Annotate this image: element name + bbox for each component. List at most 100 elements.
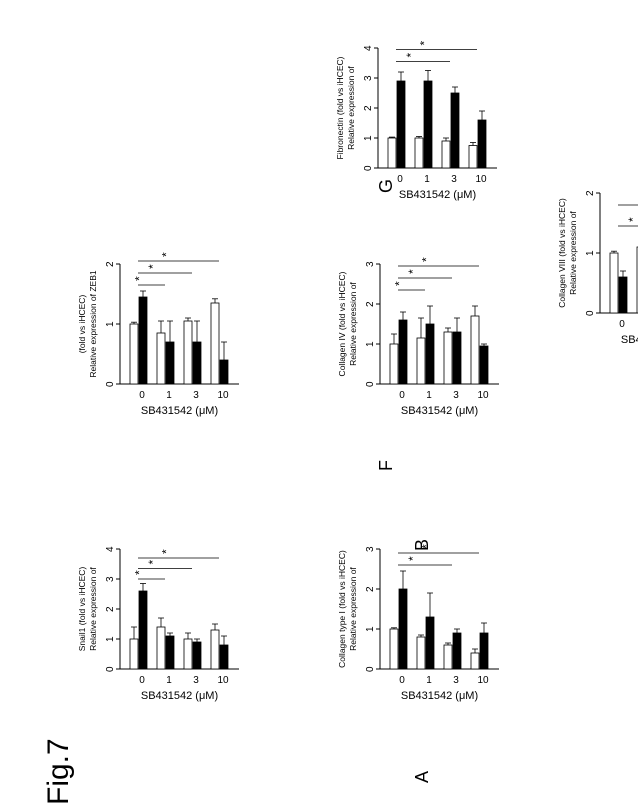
value-tick-label: 1	[105, 636, 116, 642]
y-axis-title: Relative expression of ZEB1	[88, 270, 98, 378]
y-axis-title: Relative expression of	[568, 211, 578, 295]
bar-treated	[139, 591, 147, 669]
significance-star: *	[418, 41, 432, 46]
panel-letter: A	[412, 771, 432, 783]
x-axis-title: SB431542 (μM)	[401, 690, 478, 702]
bar-control	[442, 141, 450, 168]
bar-control	[444, 332, 452, 384]
value-tick-label: 2	[363, 105, 374, 111]
value-tick-label: 0	[363, 165, 374, 171]
bar-treated	[220, 645, 228, 669]
panel-letter: G	[376, 179, 396, 193]
value-tick-label: 4	[363, 45, 374, 51]
category-tick-label: 3	[193, 390, 199, 401]
significance-star: *	[406, 269, 420, 274]
panel-g: G0123401310SB431542 (μM)Relative express…	[335, 41, 497, 202]
panel-d: D012301310SB431542 (μM)Relative expressi…	[337, 544, 638, 783]
bar-treated	[480, 633, 488, 669]
value-tick-label: 2	[365, 301, 376, 307]
value-tick-label: 1	[365, 626, 376, 632]
y-axis-title: Relative expression of	[348, 567, 358, 651]
category-tick-label: 10	[477, 675, 489, 686]
bar-control	[130, 324, 138, 384]
bar-treated	[193, 342, 201, 384]
value-tick-label: 0	[365, 381, 376, 387]
y-axis-title: Relative expression of	[346, 66, 356, 150]
category-tick-label: 10	[217, 390, 229, 401]
category-tick-label: 1	[166, 675, 172, 686]
y-axis-title: Snail1 (fold vs iHCEC)	[77, 567, 87, 652]
y-axis-title: (fold vs iHCEC)	[77, 295, 87, 354]
bar-treated	[453, 633, 461, 669]
bar-treated	[193, 642, 201, 669]
panel-a: A0123401310SB431542 (μM)Relative express…	[77, 546, 432, 783]
bar-control	[130, 639, 138, 669]
category-tick-label: 10	[477, 390, 489, 401]
bar-treated	[453, 332, 461, 384]
bar-control	[471, 316, 479, 384]
significance-star: *	[420, 257, 434, 262]
bar-control	[184, 639, 192, 669]
y-axis-title: Relative expression of	[88, 567, 98, 651]
bar-control	[211, 630, 219, 669]
bar-control	[471, 653, 479, 669]
value-tick-label: 0	[105, 381, 116, 387]
bar-control	[157, 333, 165, 384]
y-axis-title: Relative expression of	[348, 282, 358, 366]
category-tick-label: 0	[139, 675, 145, 686]
panel-f: F01201310SB431542 (μM)Relative expressio…	[376, 190, 638, 471]
significance-star: *	[133, 570, 147, 575]
significance-star: *	[420, 544, 434, 549]
category-tick-label: 1	[426, 675, 432, 686]
category-tick-label: 10	[475, 174, 487, 185]
category-tick-label: 0	[619, 319, 625, 330]
bar-treated	[166, 636, 174, 669]
value-tick-label: 0	[105, 666, 116, 672]
x-axis-title: SB431542 (μM)	[621, 334, 638, 346]
bar-treated	[424, 81, 432, 168]
bar-control	[157, 627, 165, 669]
value-tick-label: 1	[365, 341, 376, 347]
category-tick-label: 0	[399, 675, 405, 686]
category-tick-label: 10	[217, 675, 229, 686]
value-tick-label: 0	[585, 310, 596, 316]
significance-star: *	[146, 560, 160, 565]
value-tick-label: 2	[105, 261, 116, 267]
bar-control	[415, 138, 423, 168]
value-tick-label: 4	[105, 546, 116, 552]
panel-b: B01201310SB431542 (μM)Relative expressio…	[77, 252, 432, 551]
value-tick-label: 2	[105, 606, 116, 612]
significance-star: *	[393, 281, 407, 286]
category-tick-label: 3	[451, 174, 457, 185]
bar-treated	[451, 93, 459, 168]
figure-label: Fig.7	[42, 738, 75, 805]
significance-star: *	[626, 217, 638, 222]
bar-control	[444, 645, 452, 669]
value-tick-label: 0	[365, 666, 376, 672]
x-axis-title: SB431542 (μM)	[399, 189, 476, 201]
bar-treated	[480, 346, 488, 384]
significance-star: *	[404, 53, 418, 58]
significance-star: *	[406, 556, 420, 561]
bar-treated	[139, 297, 147, 384]
y-axis-title: Fibronectin (fold vs iHCEC)	[335, 56, 345, 159]
y-axis-title: Collagen IV (fold vs iHCEC)	[337, 271, 347, 376]
bar-treated	[399, 589, 407, 669]
bar-control	[388, 138, 396, 168]
category-tick-label: 3	[453, 675, 459, 686]
y-axis-title: Collagen type I (fold vs iHCEC)	[337, 550, 347, 668]
bar-control	[417, 637, 425, 669]
significance-star: *	[133, 276, 147, 281]
category-tick-label: 0	[139, 390, 145, 401]
bar-control	[469, 146, 477, 169]
category-tick-label: 1	[424, 174, 430, 185]
x-axis-title: SB431542 (μM)	[401, 405, 478, 417]
value-tick-label: 1	[105, 321, 116, 327]
x-axis-title: SB431542 (μM)	[141, 690, 218, 702]
bar-control	[211, 303, 219, 384]
category-tick-label: 1	[166, 390, 172, 401]
bar-treated	[426, 617, 434, 669]
bar-control	[390, 629, 398, 669]
y-axis-title: Collagen VIII (fold vs iHCEC)	[557, 198, 567, 308]
